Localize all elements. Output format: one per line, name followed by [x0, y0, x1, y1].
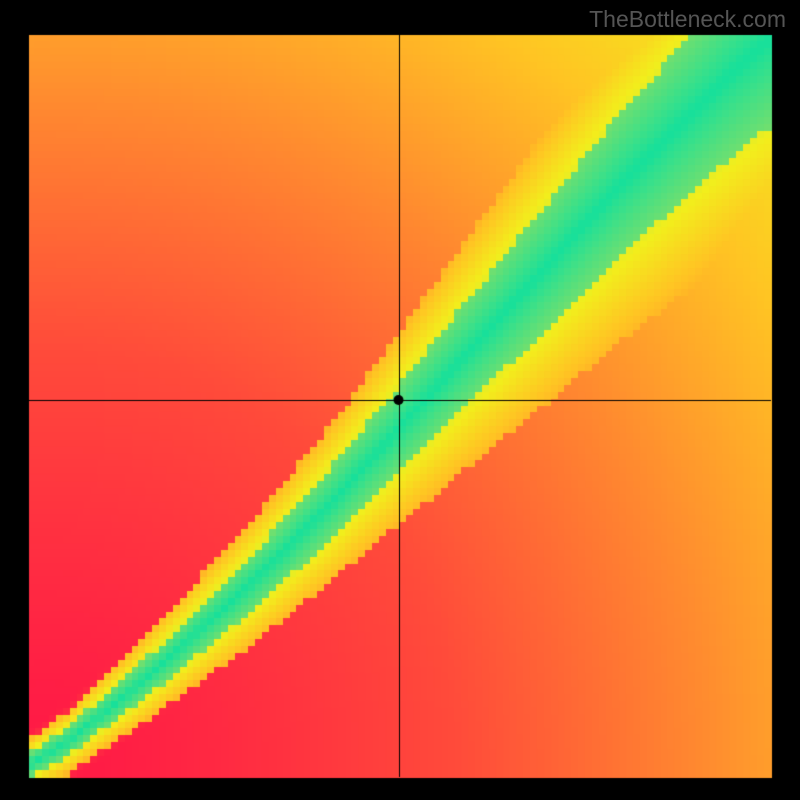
- bottleneck-heatmap: [0, 0, 800, 800]
- chart-container: { "watermark": { "text": "TheBottleneck.…: [0, 0, 800, 800]
- watermark-text: TheBottleneck.com: [589, 6, 786, 33]
